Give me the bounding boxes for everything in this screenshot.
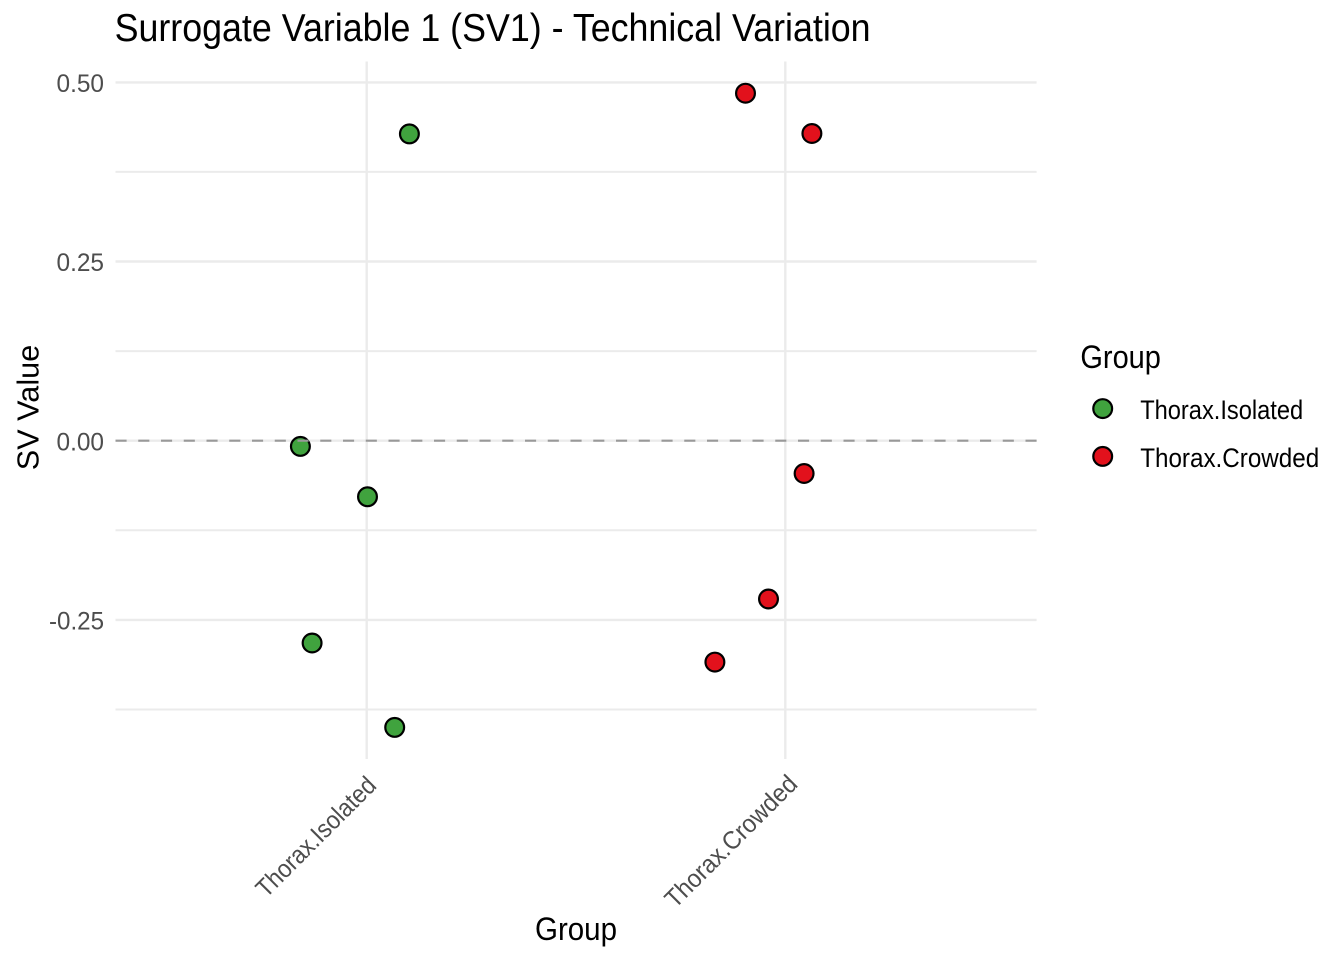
svg-text:Thorax.Isolated: Thorax.Isolated	[1140, 395, 1303, 425]
svg-text:Group: Group	[535, 911, 617, 947]
svg-text:0.00: 0.00	[57, 428, 105, 456]
svg-text:-0.25: -0.25	[49, 608, 104, 636]
svg-text:0.25: 0.25	[57, 249, 105, 277]
svg-text:0.50: 0.50	[57, 70, 105, 98]
svg-text:SV Value: SV Value	[12, 345, 46, 471]
svg-text:Surrogate Variable 1 (SV1) - T: Surrogate Variable 1 (SV1) - Technical V…	[115, 7, 871, 50]
svg-text:Thorax.Crowded: Thorax.Crowded	[1140, 443, 1319, 473]
svg-text:Group: Group	[1080, 339, 1161, 375]
